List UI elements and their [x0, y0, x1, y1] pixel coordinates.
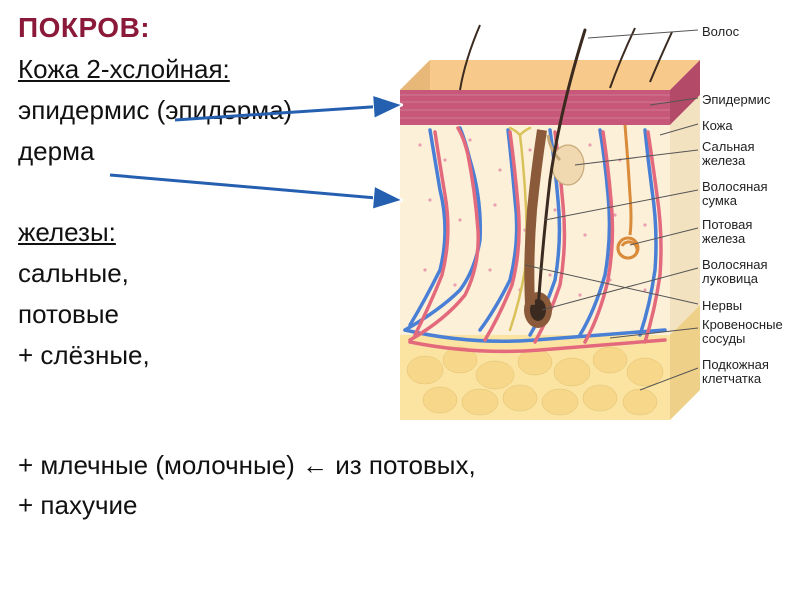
line-sebaceous: сальные, — [18, 258, 388, 289]
label-sebaceous-text: Сальная железа — [702, 139, 755, 168]
line-glands: железы: — [18, 217, 388, 248]
label-subcutis-text: Подкожная клетчатка — [702, 357, 769, 386]
label-subcutis: Подкожная клетчатка — [702, 358, 769, 387]
label-vessels: Кровеносные сосуды — [702, 318, 783, 347]
label-sweatgland: Потовая железа — [702, 218, 752, 247]
label-hair: Волос — [702, 24, 739, 39]
label-hairbag: Волосяная сумка — [702, 180, 768, 209]
label-epidermis: Эпидермис — [702, 92, 770, 107]
line-lacrimal: + слёзные, — [18, 340, 388, 371]
line-odor: + пахучие — [18, 490, 137, 521]
label-hairbag-text: Волосяная сумка — [702, 179, 768, 208]
label-nerves: Нервы — [702, 298, 742, 313]
label-hairbulb: Волосяная луковица — [702, 258, 768, 287]
line-skin: Кожа 2-хслойная: — [18, 54, 388, 85]
label-skin: Кожа — [702, 118, 733, 133]
text-column: ПОКРОВ: Кожа 2-хслойная: эпидермис (эпид… — [18, 12, 388, 381]
line-sweat: потовые — [18, 299, 388, 330]
title: ПОКРОВ: — [18, 12, 388, 44]
epidermis-layer — [400, 90, 670, 125]
label-sebaceous: Сальная железа — [702, 140, 755, 169]
line-derma: дерма — [18, 136, 388, 167]
line-epidermis: эпидермис (эпидерма) — [18, 95, 388, 126]
label-sweatgland-text: Потовая железа — [702, 217, 752, 246]
label-hairbulb-text: Волосяная луковица — [702, 257, 768, 286]
label-vessels-text: Кровеносные сосуды — [702, 317, 783, 346]
top-surface — [400, 60, 700, 90]
